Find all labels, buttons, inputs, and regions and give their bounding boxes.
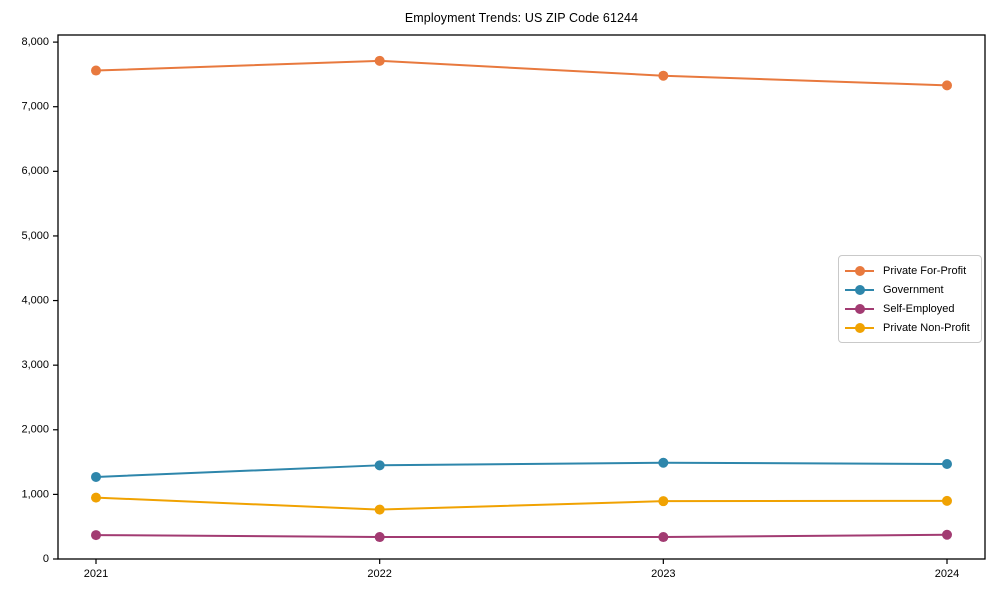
x-axis-tick-label: 2023 xyxy=(651,568,675,580)
data-point-self-employed-2024 xyxy=(942,529,952,540)
data-point-government-2023 xyxy=(658,457,669,468)
legend-item-government: Government xyxy=(845,280,973,299)
data-point-private-non-profit-2024 xyxy=(942,495,952,506)
legend-label-private-for-profit: Private For-Profit xyxy=(883,264,967,277)
y-axis-tick-label: 6,000 xyxy=(21,165,49,177)
y-axis-tick-label: 2,000 xyxy=(21,424,49,436)
y-axis-tick-label: 3,000 xyxy=(21,359,49,371)
y-axis-tick-label: 4,000 xyxy=(21,294,49,306)
series-line-government xyxy=(95,461,948,478)
series-line-self-employed xyxy=(95,533,948,539)
legend-item-private-for-profit: Private For-Profit xyxy=(845,261,973,280)
x-axis-tick-label: 2021 xyxy=(84,568,108,580)
series-line-private-non-profit xyxy=(95,496,948,511)
data-point-private-non-profit-2021 xyxy=(91,492,101,503)
legend-swatch-private-for-profit xyxy=(845,265,874,276)
data-point-self-employed-2021 xyxy=(91,530,101,541)
y-axis-tick-label: 1,000 xyxy=(21,488,49,500)
legend-item-self-employed: Self-Employed xyxy=(845,299,973,318)
series-line-private-for-profit xyxy=(95,59,948,87)
data-point-government-2022 xyxy=(374,460,385,471)
y-axis-tick-label: 8,000 xyxy=(21,36,49,48)
legend-swatch-private-non-profit xyxy=(845,322,874,333)
data-point-government-2021 xyxy=(91,471,101,482)
legend-swatch-government xyxy=(845,284,874,295)
data-point-private-non-profit-2022 xyxy=(374,504,385,515)
legend-label-private-non-profit: Private Non-Profit xyxy=(883,321,970,334)
data-point-private-for-profit-2022 xyxy=(374,55,385,66)
plot-border xyxy=(57,34,986,560)
chart-legend: Private For-Profit Government Self-Employe… xyxy=(838,255,982,343)
y-axis-tick-label: 7,000 xyxy=(21,101,49,113)
data-point-self-employed-2022 xyxy=(374,532,385,543)
data-point-private-non-profit-2023 xyxy=(658,496,669,507)
legend-swatch-self-employed xyxy=(845,303,874,314)
legend-label-government: Government xyxy=(883,283,944,296)
legend-item-private-non-profit: Private Non-Profit xyxy=(845,318,973,337)
chart-title: Employment Trends: US ZIP Code 61244 xyxy=(404,11,639,25)
legend-label-self-employed: Self-Employed xyxy=(883,302,955,315)
x-axis-tick-label: 2022 xyxy=(367,568,391,580)
y-axis-tick-label: 0 xyxy=(43,553,49,565)
data-point-self-employed-2023 xyxy=(658,532,669,543)
y-axis-tick-label: 5,000 xyxy=(21,230,49,242)
data-point-private-for-profit-2021 xyxy=(91,65,101,76)
x-axis-tick-label: 2024 xyxy=(935,568,959,580)
data-point-private-for-profit-2024 xyxy=(942,80,952,91)
data-point-private-for-profit-2023 xyxy=(658,70,669,81)
data-point-government-2024 xyxy=(942,459,952,470)
